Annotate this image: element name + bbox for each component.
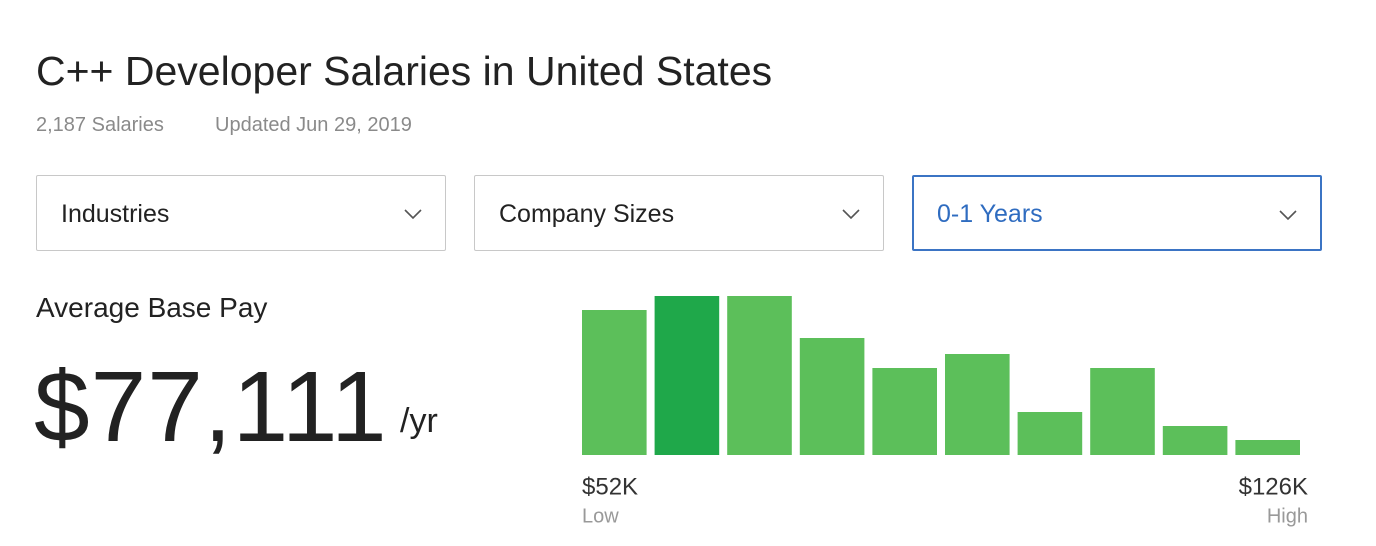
histogram-bar: [654, 296, 720, 455]
histogram-bar: [1162, 426, 1228, 455]
company-sizes-dropdown[interactable]: Company Sizes: [474, 175, 884, 251]
updated-date: Updated Jun 29, 2019: [215, 114, 412, 136]
dropdown-label: Industries: [61, 200, 170, 228]
dropdown-label: Company Sizes: [499, 200, 675, 228]
histogram-bar: [799, 338, 865, 455]
x-tick-caption: Low: [582, 505, 619, 527]
histogram-bar: [1017, 412, 1083, 455]
experience-dropdown[interactable]: 0-1 Years: [912, 175, 1322, 251]
x-tick-label: $126K: [1239, 473, 1308, 500]
histogram-bar: [1090, 368, 1155, 455]
x-tick-label: $52K: [582, 473, 638, 500]
histogram-bar: [945, 354, 1010, 455]
dropdown-label: 0-1 Years: [937, 200, 1043, 228]
histogram-bar: [582, 310, 647, 455]
industries-dropdown[interactable]: Industries: [36, 175, 446, 251]
chevron: [1279, 210, 1297, 221]
chevron: [842, 209, 860, 220]
histogram-bar: [727, 296, 792, 455]
histogram-bar: [872, 368, 937, 455]
average-label: Average Base Pay: [36, 292, 268, 323]
chevron: [404, 209, 422, 220]
pay-unit: /yr: [400, 402, 438, 440]
salary-count: 2,187 Salaries: [36, 114, 164, 136]
average-value: $77,111: [34, 351, 388, 463]
x-tick-caption: High: [1267, 505, 1308, 527]
page-title: C++ Developer Salaries in United States: [36, 48, 773, 94]
histogram-bar: [1235, 440, 1300, 455]
